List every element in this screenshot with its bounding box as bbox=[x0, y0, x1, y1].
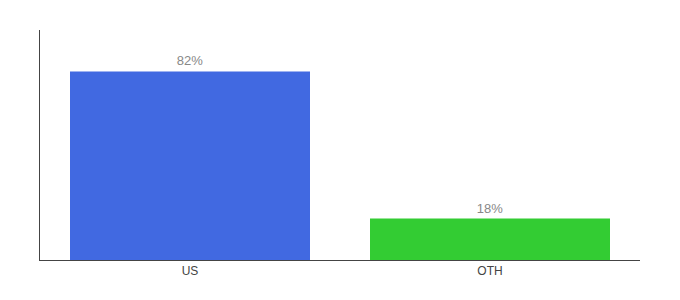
svg-text:US: US bbox=[182, 264, 199, 278]
svg-text:OTH: OTH bbox=[477, 264, 502, 278]
svg-text:18%: 18% bbox=[477, 201, 503, 216]
svg-text:82%: 82% bbox=[177, 53, 203, 68]
